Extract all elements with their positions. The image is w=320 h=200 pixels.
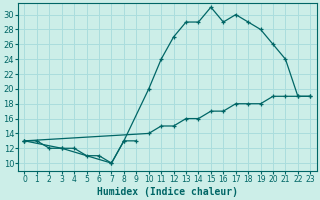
X-axis label: Humidex (Indice chaleur): Humidex (Indice chaleur) [97,186,238,197]
